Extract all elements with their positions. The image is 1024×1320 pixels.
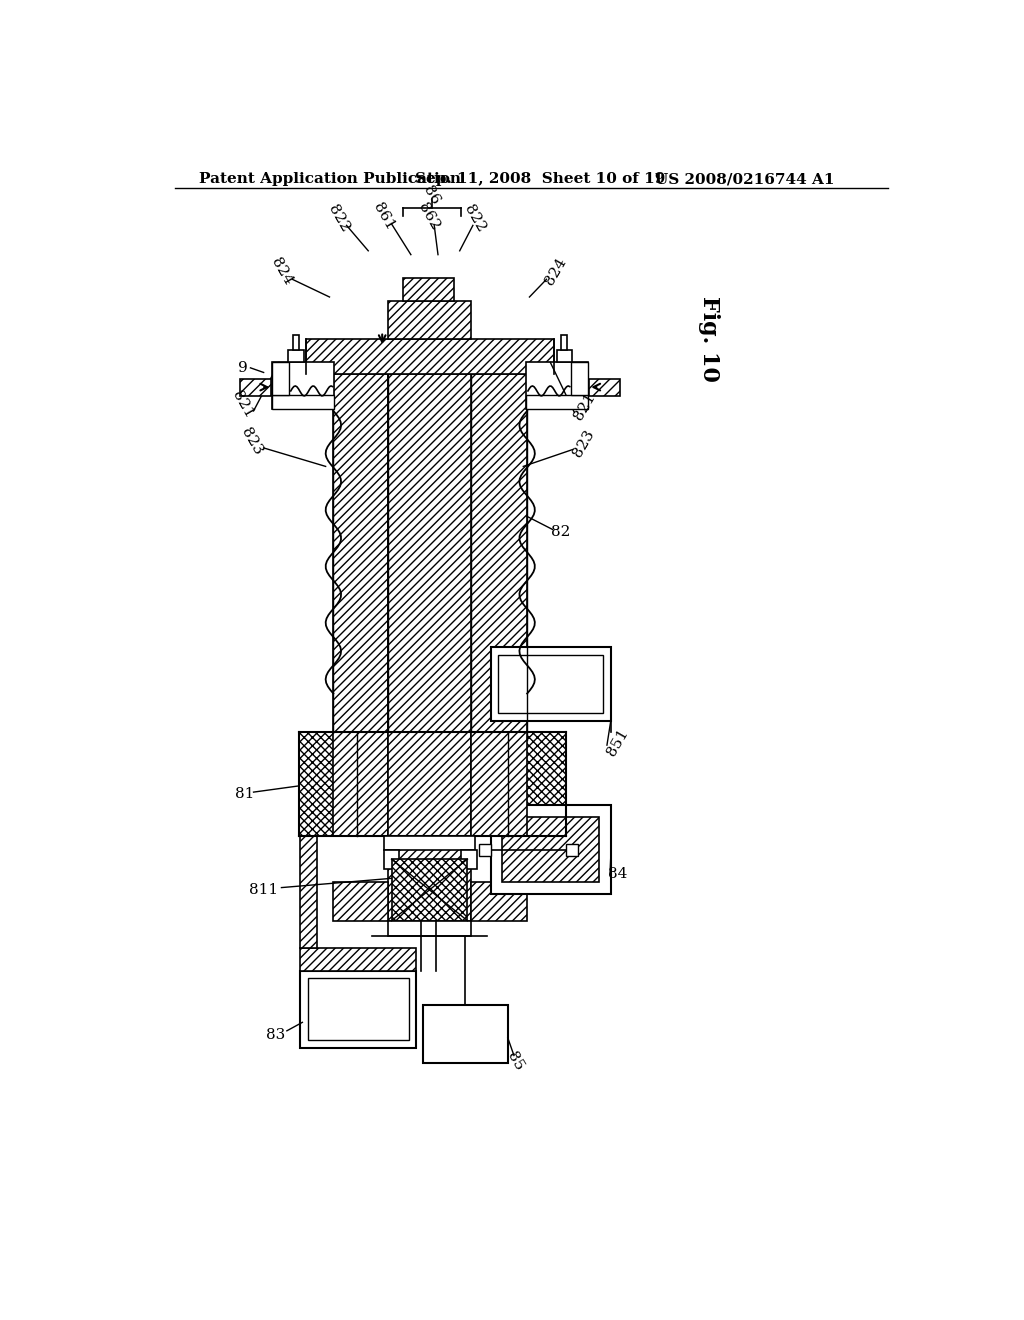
Bar — [557, 350, 572, 363]
Bar — [461, 850, 477, 869]
Text: 82: 82 — [551, 525, 570, 539]
Bar — [503, 817, 599, 882]
Text: 85: 85 — [505, 1049, 526, 1073]
Text: US 2008/0216744 A1: US 2008/0216744 A1 — [655, 172, 835, 186]
Bar — [490, 805, 611, 894]
Bar — [526, 363, 589, 409]
Bar — [571, 363, 589, 395]
Bar — [388, 836, 471, 921]
Bar — [241, 379, 271, 396]
Text: Patent Application Publication: Patent Application Publication — [200, 172, 461, 186]
Bar — [272, 363, 289, 395]
Bar — [334, 882, 388, 921]
Text: 823: 823 — [239, 426, 265, 458]
Bar — [272, 363, 334, 409]
Bar — [356, 733, 508, 836]
Text: Sep. 11, 2008  Sheet 10 of 19: Sep. 11, 2008 Sheet 10 of 19 — [415, 172, 666, 186]
Bar — [499, 655, 603, 713]
Bar — [561, 335, 567, 350]
Bar — [308, 978, 409, 1040]
Bar — [293, 335, 299, 350]
Text: 862: 862 — [416, 201, 442, 234]
Bar — [423, 1006, 508, 1063]
Text: 823: 823 — [570, 428, 597, 459]
Text: 821: 821 — [229, 388, 256, 421]
Text: 822: 822 — [326, 202, 352, 235]
Text: 821: 821 — [572, 391, 599, 422]
Bar — [566, 843, 578, 857]
Bar — [490, 647, 611, 721]
Bar — [299, 733, 356, 836]
Text: 9: 9 — [238, 360, 248, 375]
Bar — [589, 379, 621, 396]
Bar — [300, 970, 417, 1048]
Bar — [526, 395, 589, 409]
Bar — [272, 395, 334, 409]
Text: 811: 811 — [249, 883, 279, 896]
Text: 824: 824 — [268, 256, 295, 288]
Bar — [471, 733, 527, 836]
Bar — [289, 350, 304, 363]
Bar — [388, 733, 471, 836]
Bar — [508, 733, 566, 836]
Bar — [384, 836, 475, 850]
Bar — [479, 843, 490, 857]
Bar — [384, 850, 399, 869]
Text: 822: 822 — [462, 202, 488, 235]
Bar — [471, 374, 527, 739]
Bar — [471, 882, 527, 921]
Text: 83: 83 — [265, 1028, 285, 1041]
Bar — [403, 277, 455, 301]
Bar — [391, 859, 467, 921]
Text: 861: 861 — [371, 201, 397, 234]
Text: 86: 86 — [421, 183, 442, 207]
Text: Fig. 10: Fig. 10 — [698, 297, 720, 383]
Text: 81: 81 — [234, 787, 254, 801]
Bar — [388, 921, 471, 936]
Bar — [334, 374, 388, 739]
Text: 851: 851 — [604, 726, 631, 758]
Bar — [306, 339, 554, 374]
Bar — [334, 733, 388, 836]
Bar — [388, 374, 471, 739]
Bar — [300, 836, 317, 948]
Bar — [300, 948, 417, 970]
Bar — [388, 301, 471, 339]
Text: 824: 824 — [543, 256, 569, 288]
Text: 84: 84 — [608, 867, 628, 882]
